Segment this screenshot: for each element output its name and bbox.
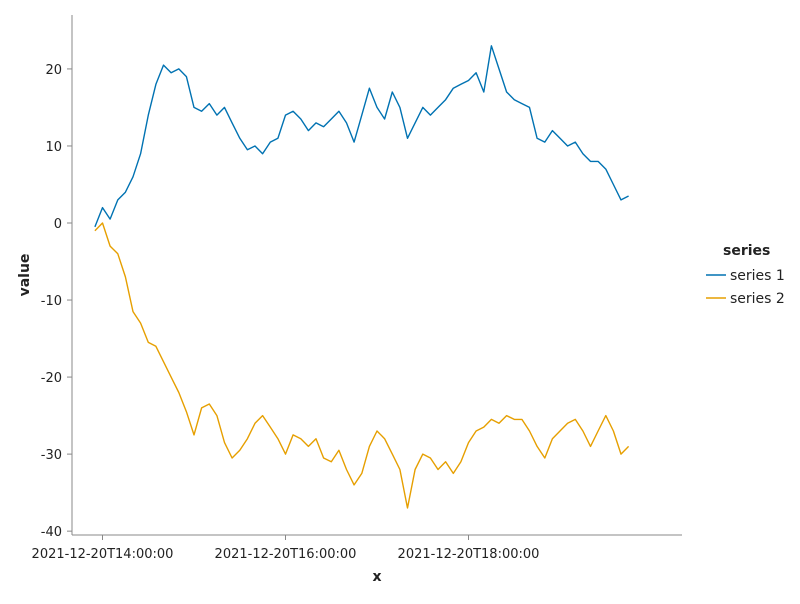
legend: series series 1 series 2 <box>706 243 785 307</box>
y-tick-label: 20 <box>45 63 62 78</box>
y-tick-label: -20 <box>41 371 62 386</box>
x-axis-ticks: 2021-12-20T14:00:00 2021-12-20T16:00:00 20… <box>32 535 540 562</box>
series-lines <box>94 45 630 509</box>
y-tick-label: 0 <box>54 217 62 232</box>
legend-items: series 1 series 2 <box>706 268 785 307</box>
x-axis-title: x <box>372 569 381 585</box>
y-tick-label: -30 <box>41 448 62 463</box>
legend-label: series 2 <box>730 291 785 307</box>
y-tick-label: -40 <box>41 525 62 540</box>
series-line-1 <box>94 45 629 228</box>
x-tick-label: 2021-12-20T14:00:00 <box>32 547 174 562</box>
y-tick-label: -10 <box>41 294 62 309</box>
y-tick-label: 10 <box>45 140 62 155</box>
y-axis-title: value <box>17 254 33 297</box>
x-tick-label: 2021-12-20T18:00:00 <box>398 547 540 562</box>
y-axis-ticks: 20 10 0 -10 -20 -30 -40 <box>41 63 72 540</box>
legend-title: series <box>723 243 770 259</box>
legend-label: series 1 <box>730 268 785 284</box>
series-line-2 <box>94 222 630 509</box>
x-tick-label: 2021-12-20T16:00:00 <box>215 547 357 562</box>
